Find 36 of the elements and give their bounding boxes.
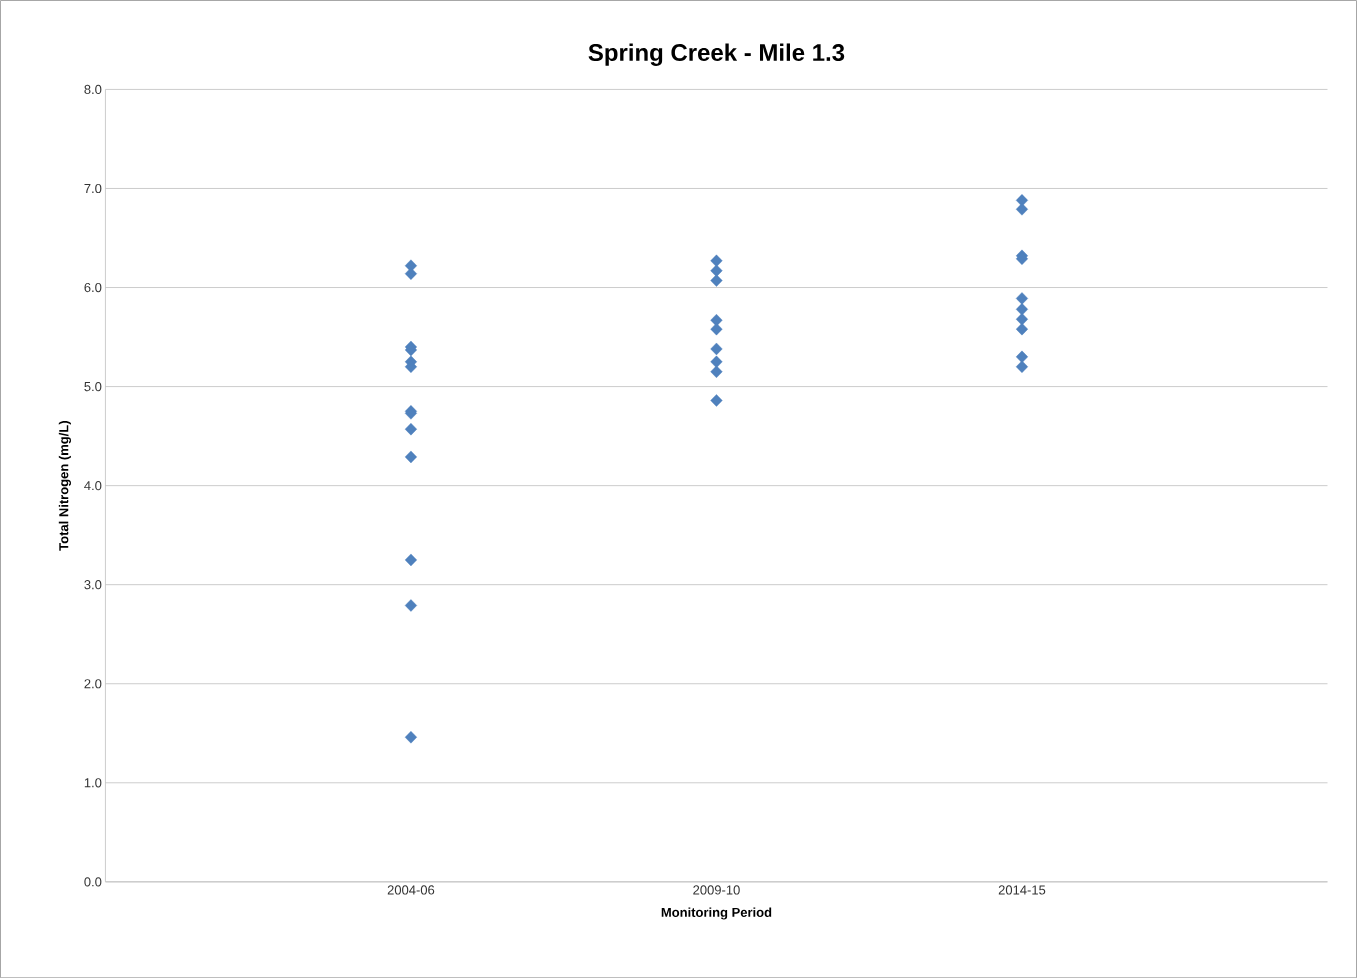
point — [710, 254, 723, 267]
point — [1015, 360, 1029, 373]
y-tick-label: 5.0 — [84, 381, 102, 392]
point — [1015, 292, 1029, 305]
point — [710, 394, 723, 407]
point — [1015, 202, 1029, 216]
point — [404, 553, 417, 566]
point — [404, 599, 417, 612]
y-tick-label: 6.0 — [84, 282, 102, 292]
y-axis-title: Total Nitrogen (mg/L) — [58, 420, 71, 551]
point — [404, 730, 417, 744]
y-tick-label: 8.0 — [84, 84, 102, 94]
y-tick-label: 2.0 — [84, 679, 102, 689]
point — [710, 274, 723, 287]
point — [710, 355, 723, 368]
y-tick-label: 1.0 — [84, 778, 102, 788]
chart-title: Spring Creek - Mile 1.3 — [588, 43, 845, 66]
y-tick-label: 3.0 — [84, 579, 102, 590]
point — [710, 264, 723, 277]
point — [710, 322, 723, 336]
point — [404, 422, 417, 436]
point — [1015, 312, 1029, 326]
x-tick-label: 2004-06 — [387, 885, 435, 895]
point — [1015, 303, 1029, 316]
point — [1015, 350, 1029, 363]
point — [1015, 322, 1029, 336]
point — [404, 450, 417, 463]
x-tick-label: 2009-10 — [693, 885, 740, 895]
y-tick-label: 4.0 — [84, 480, 102, 491]
point — [710, 365, 723, 378]
y-tick-label: 7.0 — [84, 183, 102, 193]
point — [710, 342, 723, 356]
y-tick-label: 0.0 — [84, 877, 102, 887]
x-axis-title: Monitoring Period — [661, 907, 772, 920]
point — [1015, 194, 1029, 207]
x-tick-label: 2014-15 — [998, 885, 1046, 895]
